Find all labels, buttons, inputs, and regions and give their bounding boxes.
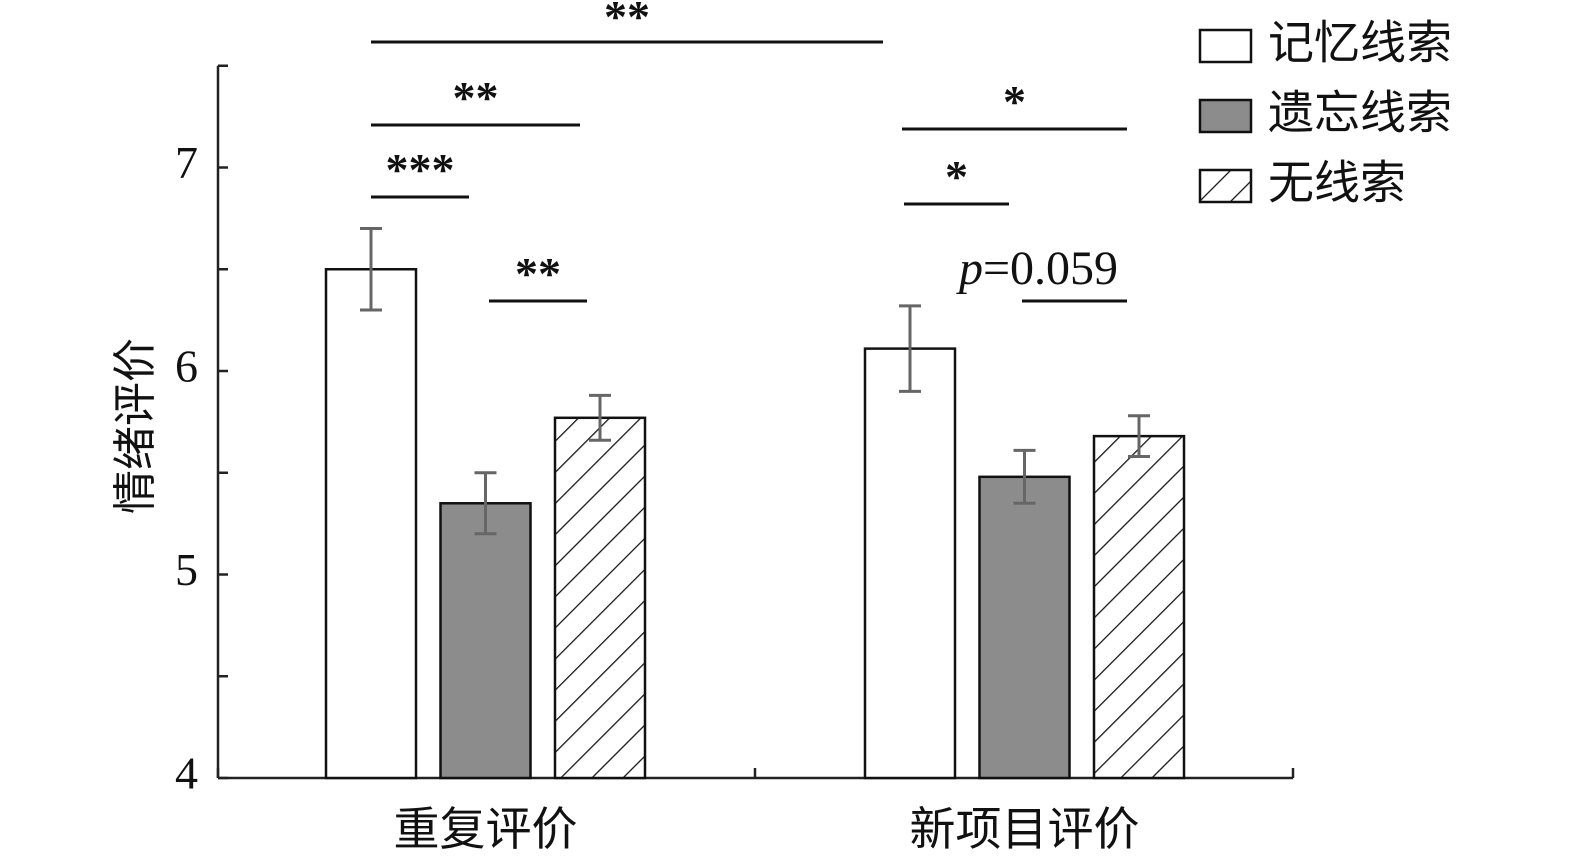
legend-label: 记忆线索: [1268, 16, 1452, 70]
bars: [324, 268, 1186, 780]
significance-label: **: [453, 72, 499, 123]
bar: [439, 502, 532, 780]
bar: [553, 416, 647, 780]
y-tick-label: 4: [175, 748, 198, 799]
y-tick-label: 6: [175, 341, 198, 392]
legend-swatch: [1198, 168, 1253, 204]
y-tick-label: 7: [175, 137, 198, 188]
significance-label: *: [1003, 76, 1026, 127]
bar: [1092, 434, 1186, 780]
y-axis-label: 情绪评价: [110, 338, 161, 514]
legend-label: 遗忘线索: [1268, 86, 1452, 140]
bar: [324, 268, 418, 780]
p-value-label: p=0.059: [956, 242, 1118, 295]
significance-label: ***: [386, 144, 455, 195]
significance-annotations: ***********p=0.059: [371, 0, 1127, 303]
significance-label: *: [945, 151, 968, 202]
significance-label: **: [515, 248, 561, 299]
y-tick-label: 5: [175, 544, 198, 595]
axes: 4 5 6 7 重复评价 新项目评价: [175, 64, 1295, 856]
x-category-label: 新项目评价: [910, 802, 1140, 856]
x-category-label: 重复评价: [394, 802, 578, 856]
significance-label: **: [604, 0, 650, 42]
legend-label: 无线索: [1268, 156, 1406, 210]
error-bars: [360, 227, 1150, 536]
bar: [978, 475, 1071, 780]
legend-swatch: [1198, 28, 1253, 64]
legend-swatch: [1198, 98, 1253, 134]
bar: [863, 347, 957, 780]
